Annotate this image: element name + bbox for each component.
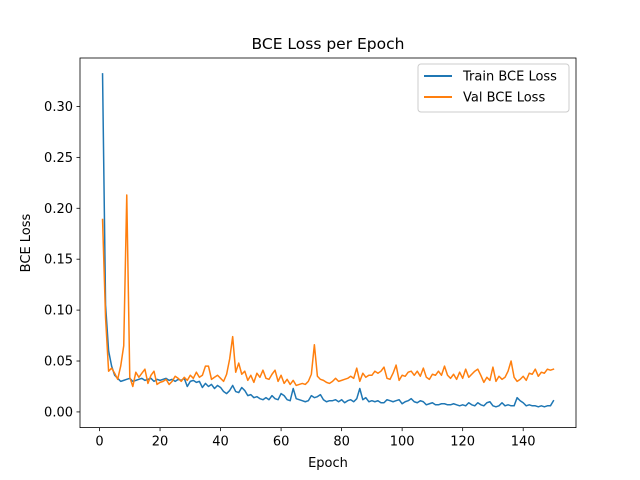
legend-label-train: Train BCE Loss — [462, 70, 557, 85]
legend-box — [417, 63, 570, 113]
x-axis-label: Epoch — [308, 456, 348, 471]
series-layer — [101, 73, 555, 408]
x-tick-label-140: 140 — [511, 435, 536, 450]
chart-title: BCE Loss per Epoch — [252, 35, 405, 53]
x-tick-label-60: 60 — [273, 435, 290, 450]
y-tick-label-3: 0.15 — [44, 253, 73, 268]
legend-label-val: Val BCE Loss — [463, 91, 545, 106]
x-tick-label-80: 80 — [333, 435, 350, 450]
x-tick-label-100: 100 — [390, 435, 415, 450]
y-tick-label-1: 0.05 — [44, 355, 73, 370]
y-axis: 0.00 0.05 0.10 0.15 0.20 0.25 0.30 — [44, 100, 80, 420]
y-tick-label-5: 0.25 — [44, 151, 73, 166]
y-tick-label-2: 0.10 — [44, 304, 73, 319]
plot-frame — [79, 57, 577, 429]
y-tick-label-0: 0.00 — [44, 405, 73, 420]
train-loss-line — [101, 73, 555, 408]
y-tick-label-4: 0.20 — [44, 202, 73, 217]
x-axis: 0 20 40 60 80 100 120 140 — [95, 427, 536, 450]
val-loss-line — [101, 194, 555, 388]
y-axis-label: BCE Loss — [19, 213, 34, 272]
x-tick-label-120: 120 — [450, 435, 475, 450]
x-tick-label-40: 40 — [212, 435, 229, 450]
x-tick-label-0: 0 — [95, 435, 103, 450]
legend: Train BCE Loss Val BCE Loss — [417, 63, 570, 113]
y-tick-label-6: 0.30 — [44, 100, 73, 115]
x-tick-label-20: 20 — [152, 435, 169, 450]
